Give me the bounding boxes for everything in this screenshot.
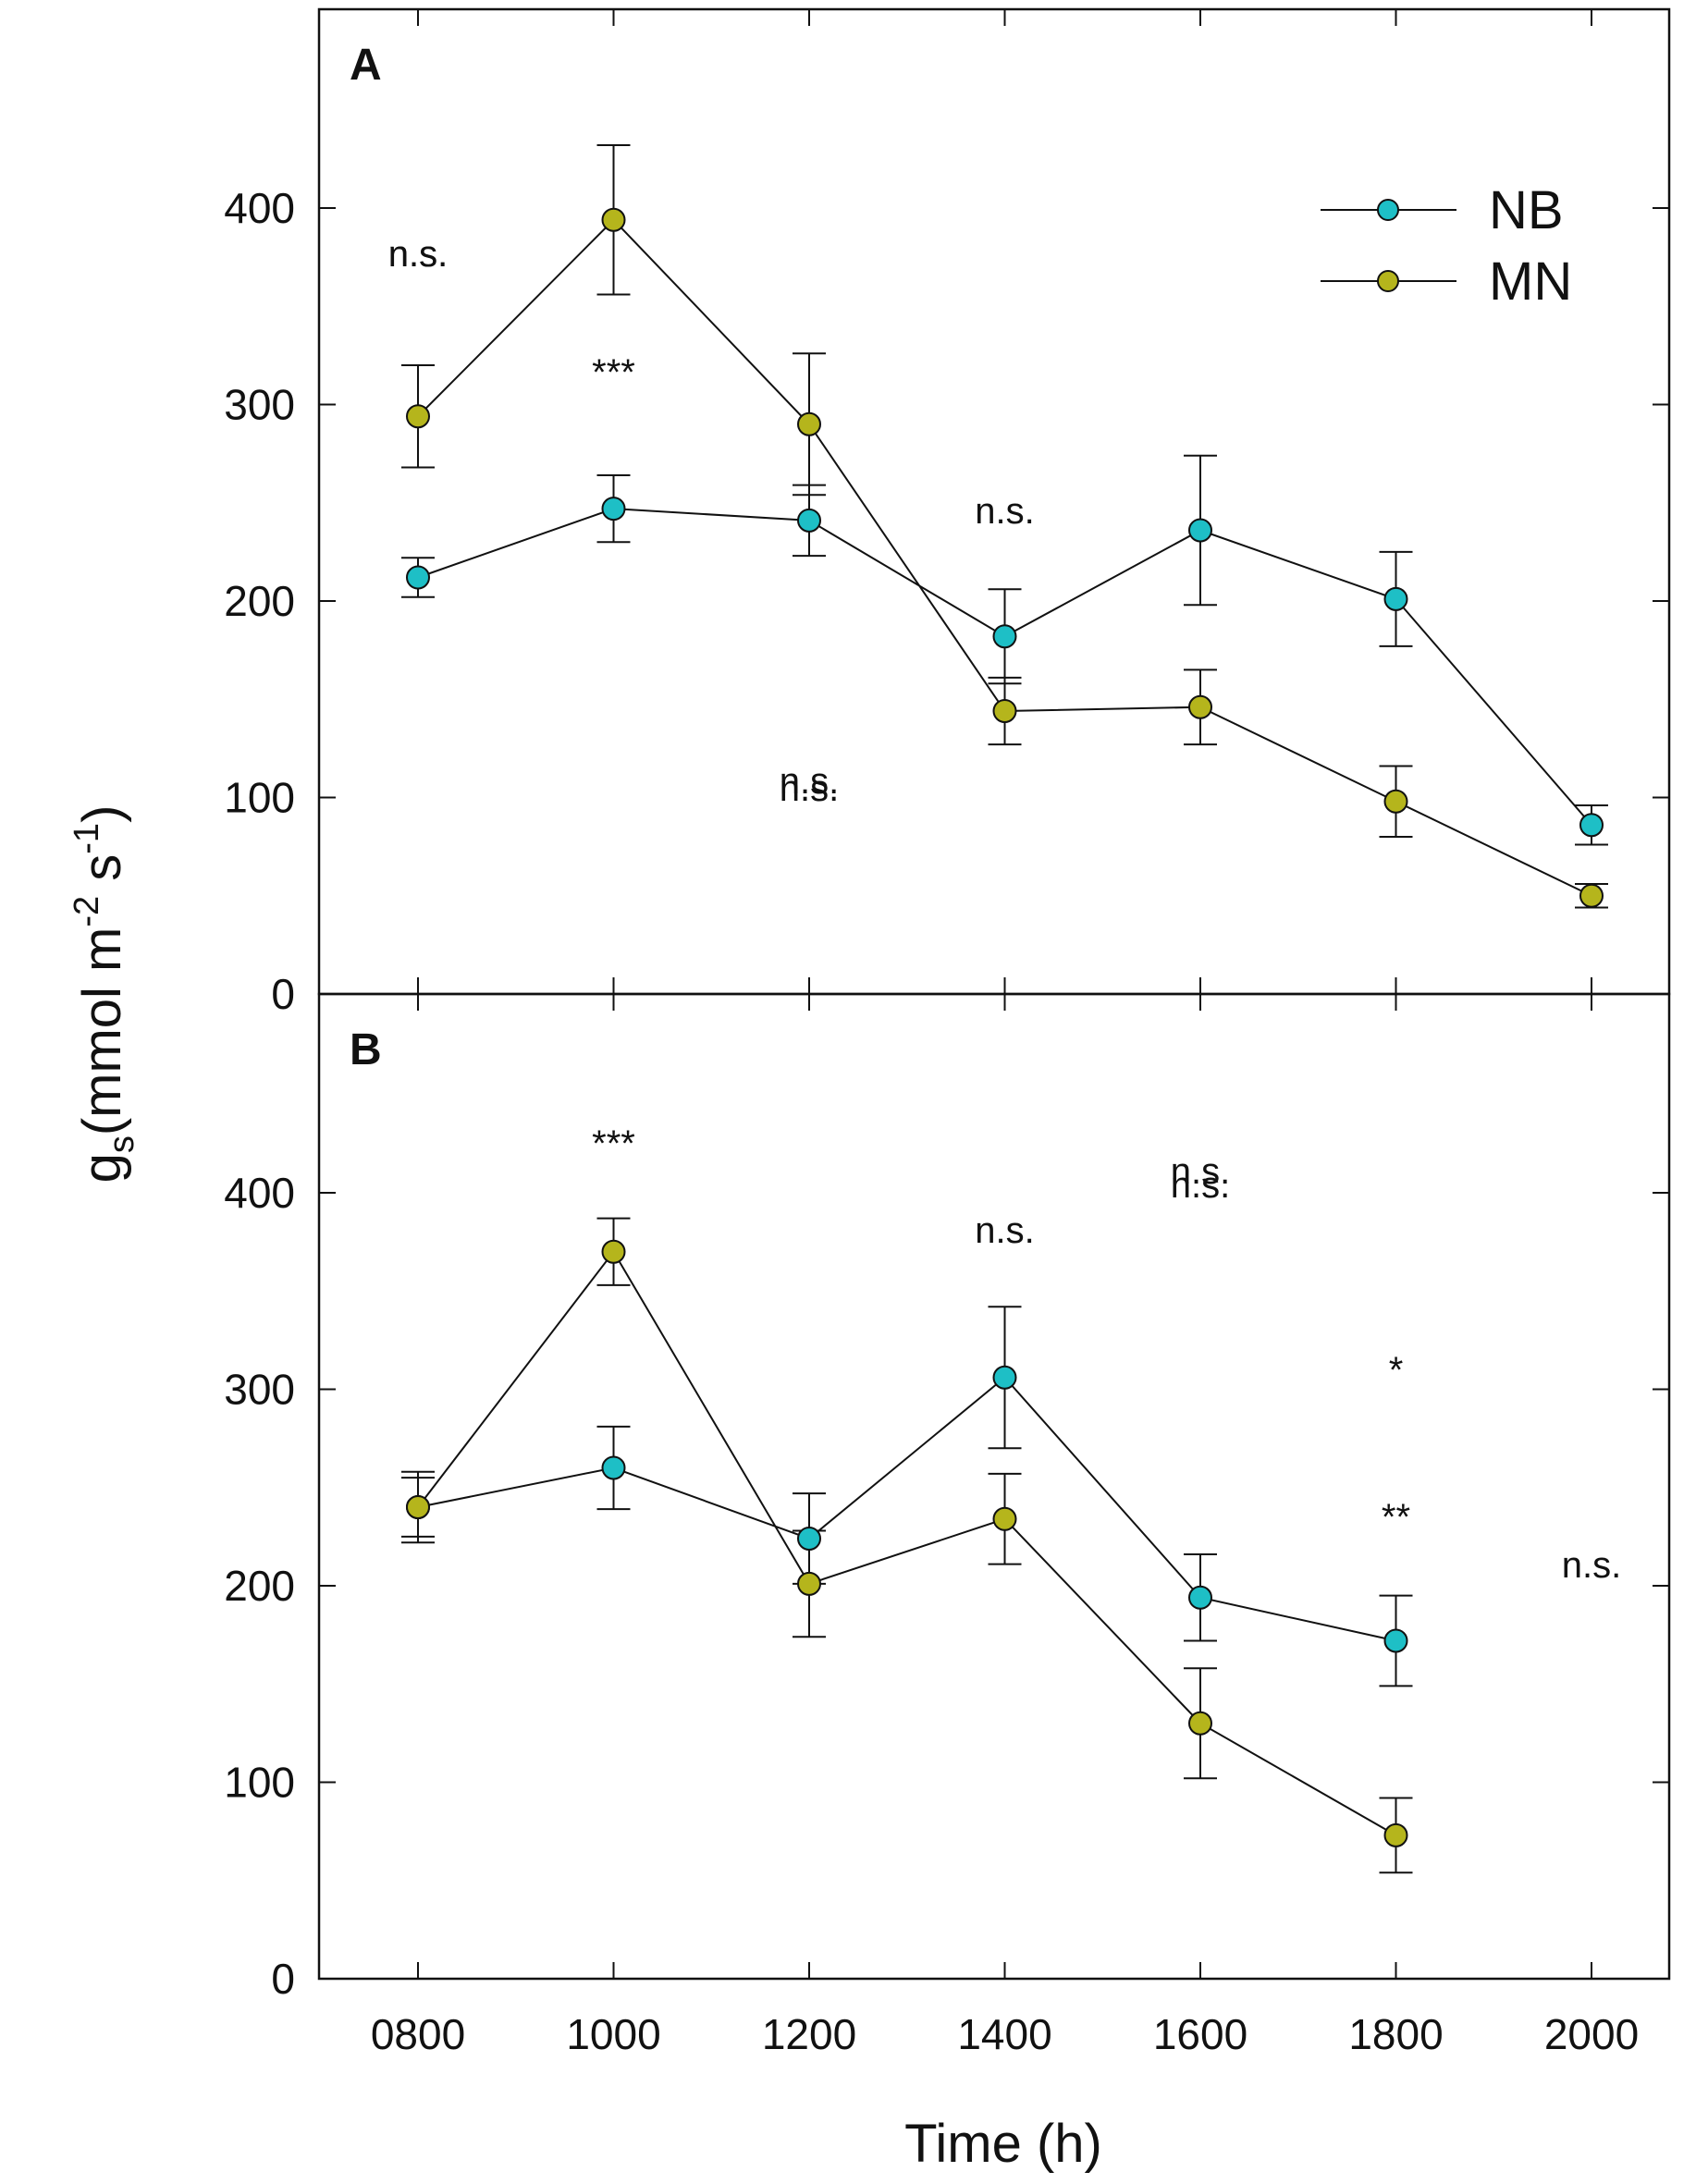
data-point-nb [1383,586,1408,611]
significance-label: ** [1382,1497,1410,1538]
data-point-nb [1188,1585,1212,1610]
significance-label: * [1389,1350,1404,1391]
significance-label: n.s. [780,761,839,802]
panel-b-frame [317,992,1671,1981]
legend: NB MN [1321,180,1572,312]
data-point-nb [1188,518,1212,543]
y-title-exp1: -2 [68,896,106,927]
y-title-mid: s [72,854,132,896]
significance-label: n.s. [1562,1545,1621,1586]
data-point-nb [797,508,821,533]
x-tick-label: 0800 [371,2010,465,2058]
y-tick-label: 200 [224,577,295,625]
x-tick-label: 1800 [1348,2010,1443,2058]
series-lines [417,218,1592,1836]
data-point-mn [797,1571,821,1596]
axis-ticks [319,9,1669,1980]
data-point-mn [1188,1711,1212,1736]
data-point-nb [601,497,626,521]
data-point-mn [1383,1822,1408,1847]
y-tick-label: 100 [224,1759,295,1807]
legend-label-nb: NB [1489,180,1564,240]
y-title-main: g [72,1153,132,1183]
y-title-units: (mmol m [72,927,132,1136]
significance-label: n.s. [975,1210,1034,1251]
significance-label: *** [592,352,635,393]
significance-label: n.s. [780,768,839,809]
data-point-mn [992,1506,1017,1531]
y-tick-label: 300 [224,1366,295,1414]
data-point-nb [406,565,430,590]
data-point-mn [406,404,430,429]
y-tick-label: 200 [224,1562,295,1610]
y-title-close: ) [72,805,132,823]
chart-labels: 0100200300400An.s.***n.s.n.s.n.s.*n.s.01… [224,41,1639,2058]
y-title-exp2: -1 [68,823,106,854]
y-tick-label: 400 [224,184,295,232]
data-point-nb [992,1365,1017,1390]
data-point-nb [797,1527,821,1551]
panel-label: A [350,41,382,90]
data-point-nb [1579,813,1604,838]
x-tick-label: 2000 [1544,2010,1639,2058]
data-point-mn [1579,883,1604,908]
legend-marker-mn [1377,270,1399,292]
x-tick-label: 1400 [957,2010,1051,2058]
data-point-mn [1188,694,1212,719]
significance-label: n.s. [1171,1165,1230,1206]
x-axis-title: Time (h) [904,2114,1102,2174]
legend-label-mn: MN [1489,252,1572,312]
data-points [406,207,1604,1847]
series-line-mn [417,1249,1396,1836]
significance-label: n.s. [388,234,448,275]
y-tick-label: 300 [224,381,295,429]
y-axis-title: gs(mmol m-2 s-1) [68,805,141,1184]
significance-label: n.s. [1171,1151,1230,1192]
data-point-mn [1383,789,1408,814]
y-tick-label: 0 [271,1955,295,2003]
data-point-mn [601,1239,626,1264]
y-tick-label: 0 [271,970,295,1018]
x-tick-label: 1200 [762,2010,856,2058]
panel-label: B [350,1025,382,1074]
y-tick-label: 100 [224,774,295,822]
data-point-mn [601,207,626,232]
data-point-nb [601,1455,626,1480]
data-point-mn [992,699,1017,723]
significance-label: *** [592,1123,635,1164]
data-point-nb [1383,1628,1408,1653]
data-point-nb [992,624,1017,649]
x-tick-label: 1000 [566,2010,660,2058]
y-tick-label: 400 [224,1169,295,1217]
data-point-mn [406,1495,430,1519]
series-line-mn [417,218,1592,897]
legend-marker-nb [1377,199,1399,221]
data-point-mn [797,411,821,436]
y-title-sub: s [103,1135,141,1153]
significance-label: n.s. [388,234,448,275]
significance-label: n.s. [975,491,1034,532]
x-tick-label: 1600 [1153,2010,1247,2058]
series-line-nb [417,1376,1396,1642]
